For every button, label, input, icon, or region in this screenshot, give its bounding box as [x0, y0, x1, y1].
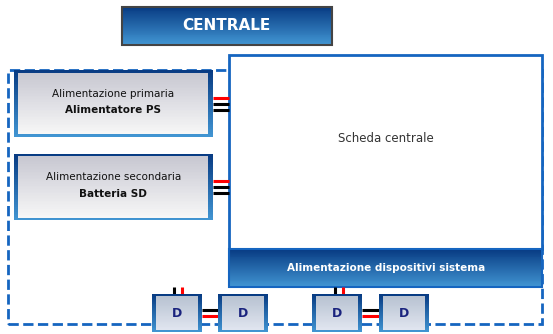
Text: CENTRALE: CENTRALE [182, 18, 271, 33]
Text: D: D [399, 307, 409, 320]
FancyBboxPatch shape [229, 55, 542, 249]
Text: Scheda centrale: Scheda centrale [338, 132, 434, 145]
Text: D: D [172, 307, 182, 320]
Text: Alimentazione dispositivi sistema: Alimentazione dispositivi sistema [286, 263, 485, 273]
Text: Alimentazione secondaria: Alimentazione secondaria [46, 172, 181, 182]
Text: Alimentazione primaria: Alimentazione primaria [53, 89, 174, 99]
Text: Batteria SD: Batteria SD [80, 189, 147, 199]
Text: D: D [332, 307, 342, 320]
Text: Alimentatore PS: Alimentatore PS [65, 105, 161, 115]
Text: D: D [238, 307, 248, 320]
